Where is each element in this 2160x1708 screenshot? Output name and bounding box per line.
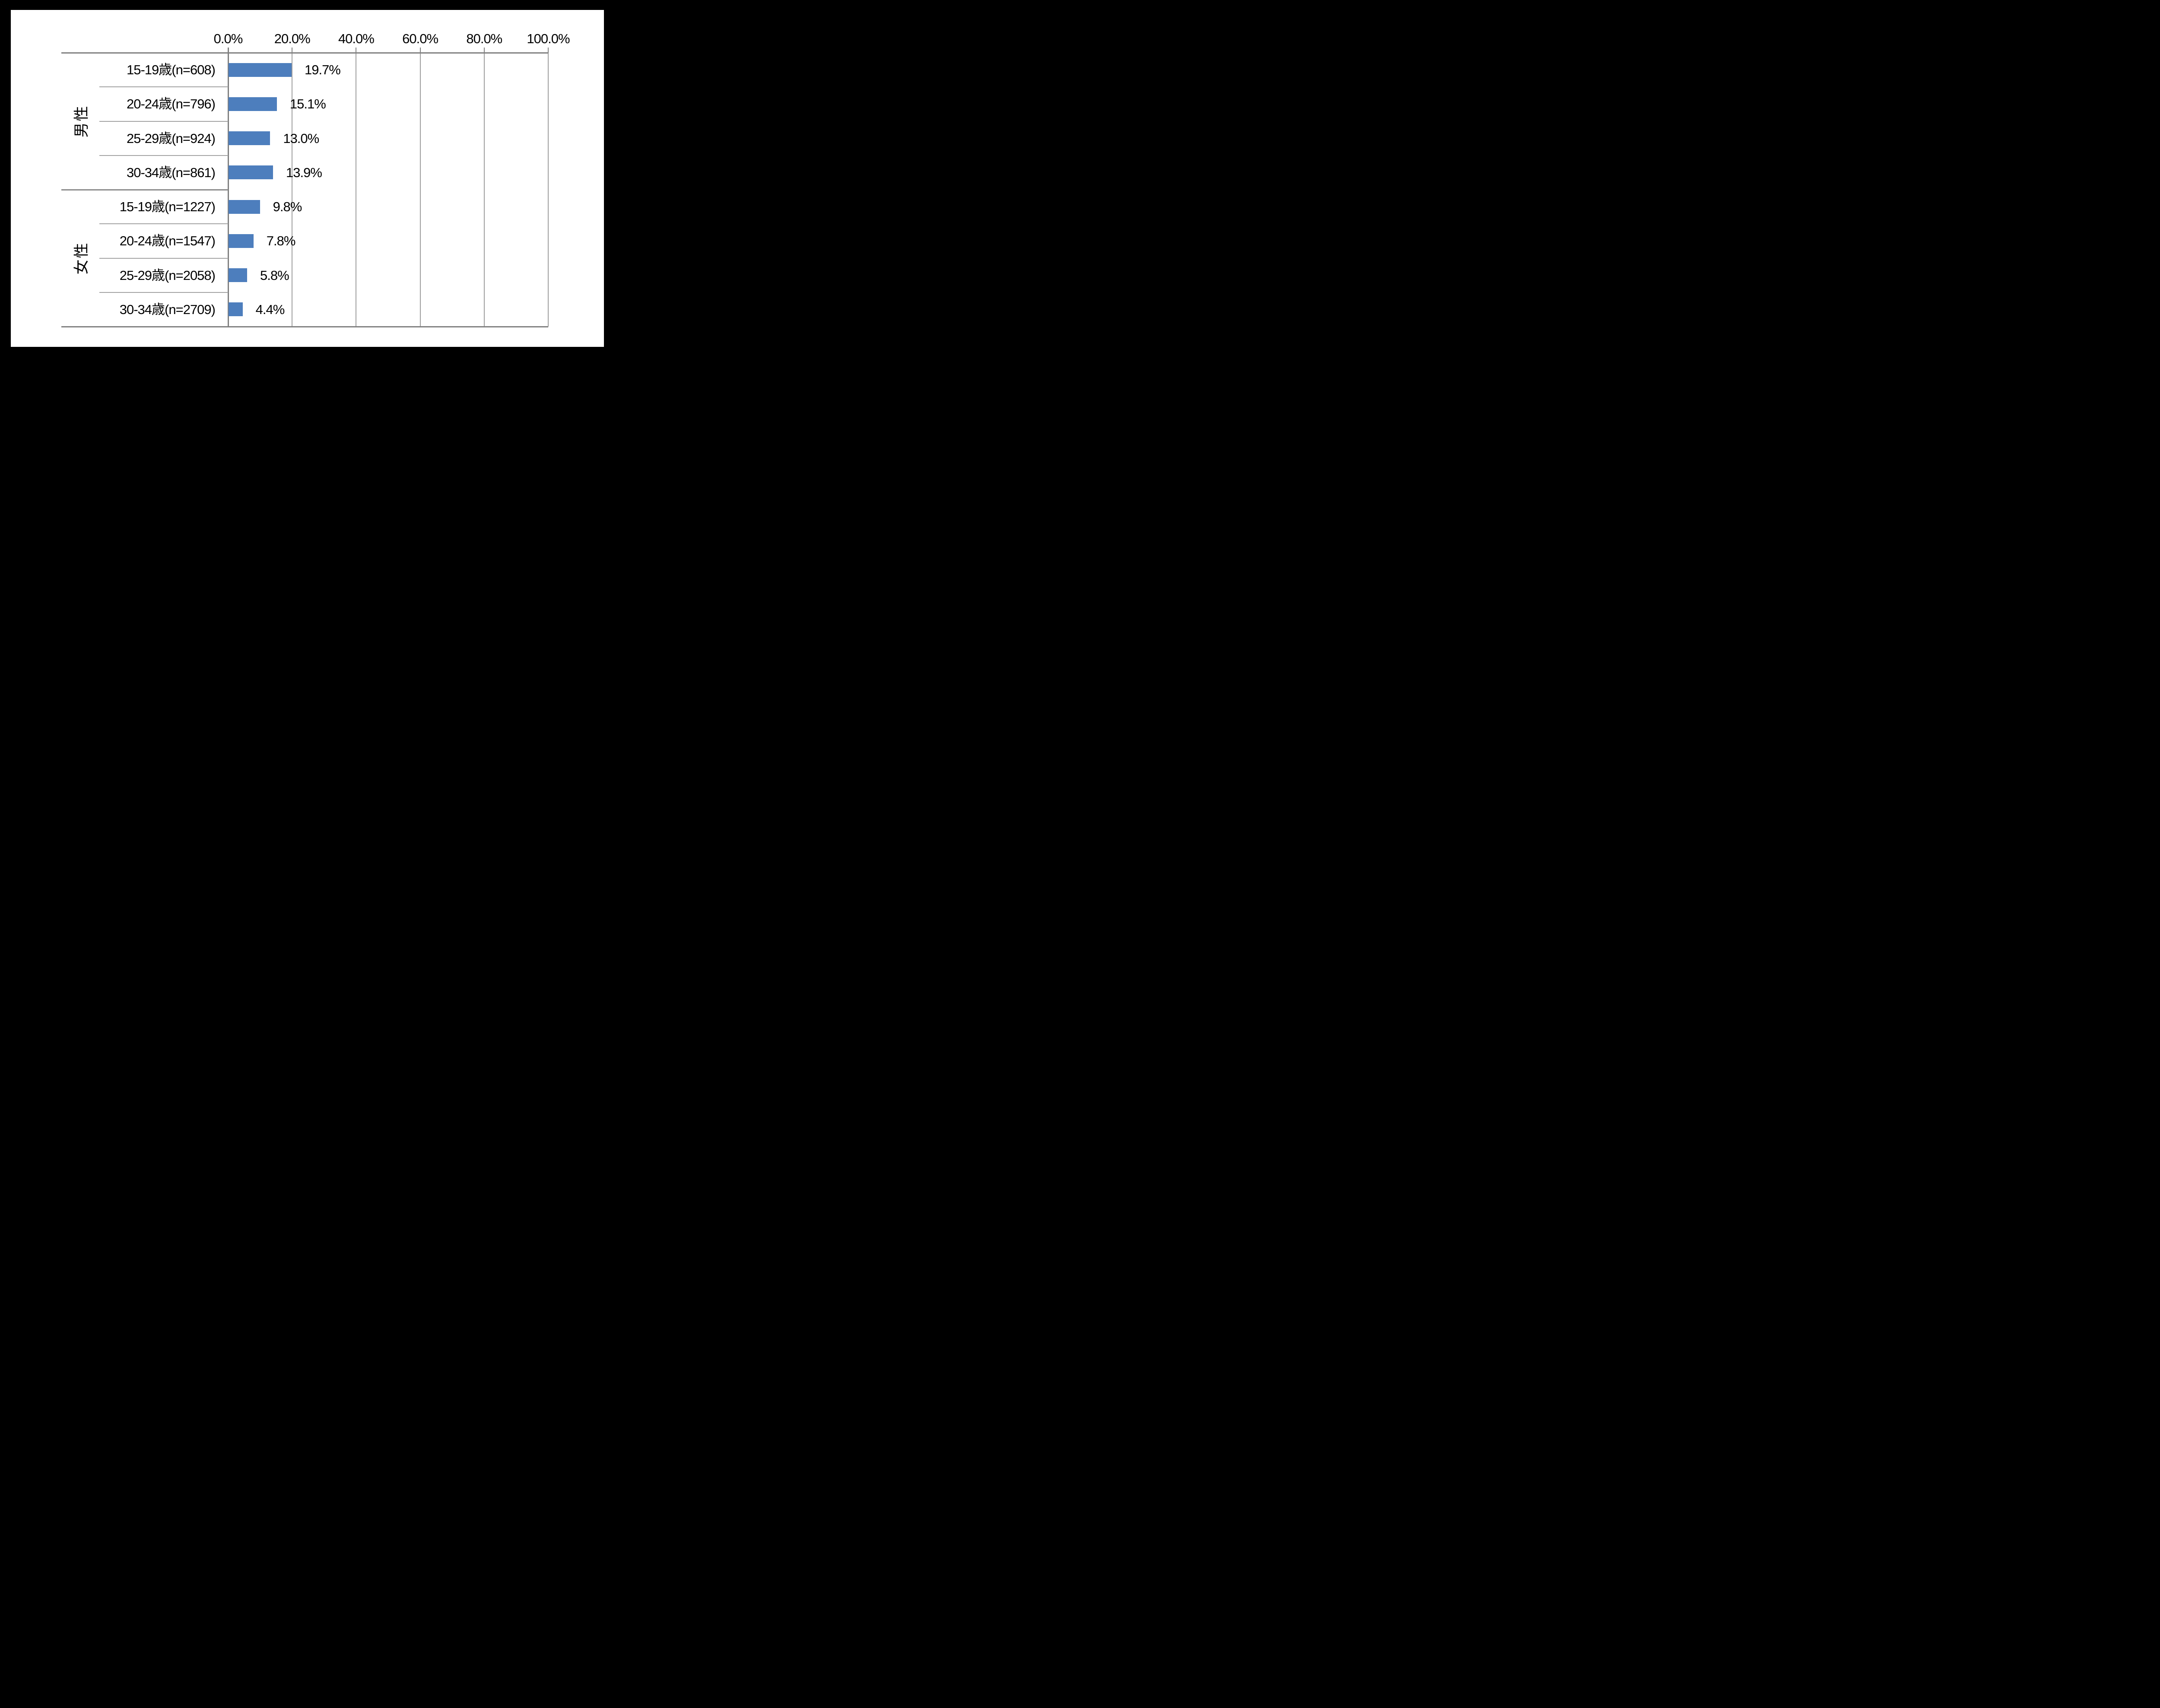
bar	[229, 268, 247, 283]
category-label: 30-34歳(n=861)	[127, 165, 216, 180]
bar-value-label: 15.1%	[289, 96, 326, 112]
group-separator	[61, 189, 228, 190]
bar	[229, 63, 292, 77]
bar	[229, 302, 243, 317]
bar-value-label: 13.0%	[283, 130, 319, 146]
group-label: 男性	[73, 105, 90, 138]
x-axis-tick-label: 20.0%	[274, 31, 311, 46]
group-label-cell: 女性	[61, 190, 99, 327]
bar-value-label: 5.8%	[260, 267, 289, 283]
axis-tick	[419, 48, 421, 53]
category-axis-line	[227, 48, 229, 327]
bar-value-label: 13.9%	[286, 165, 322, 180]
category-label: 30-34歳(n=2709)	[119, 302, 216, 317]
bar	[229, 200, 260, 214]
page-background: 0.0% 20.0% 40.0% 60.0% 80.0% 100.0% 15-19歳(n=6…	[0, 0, 619, 427]
group-label-cell: 男性	[61, 53, 99, 190]
chart-area: 0.0% 20.0% 40.0% 60.0% 80.0% 100.0% 15-19歳(n=6…	[11, 10, 604, 347]
category-label: 25-29歳(n=924)	[127, 130, 216, 146]
bar-value-label: 19.7%	[304, 62, 341, 77]
category-label: 20-24歳(n=1547)	[119, 233, 216, 249]
group-label: 女性	[73, 241, 90, 275]
x-axis-tick-label: 40.0%	[338, 31, 375, 46]
bar	[229, 131, 270, 146]
gridline	[483, 53, 485, 327]
gridline	[548, 53, 549, 327]
x-axis-tick-label: 80.0%	[466, 31, 502, 46]
x-axis-tick-label: 60.0%	[402, 31, 438, 46]
bar-value-label: 9.8%	[273, 199, 302, 214]
bottom-axis-line	[61, 326, 548, 327]
bar	[229, 165, 273, 180]
bar	[229, 234, 254, 248]
axis-tick	[483, 48, 485, 53]
category-label: 15-19歳(n=1227)	[119, 199, 216, 214]
top-axis-line	[61, 52, 548, 54]
category-label: 15-19歳(n=608)	[127, 62, 216, 77]
row-separator	[99, 86, 228, 88]
bar-value-label: 7.8%	[266, 233, 296, 249]
row-separator	[99, 292, 228, 293]
bar	[229, 97, 277, 111]
category-label: 25-29歳(n=2058)	[119, 267, 216, 283]
gridline	[419, 53, 421, 327]
x-axis-tick-label: 0.0%	[213, 31, 243, 46]
axis-tick	[548, 48, 549, 53]
row-separator	[99, 121, 228, 122]
row-separator	[99, 155, 228, 156]
category-label: 20-24歳(n=796)	[127, 96, 216, 112]
row-separator	[99, 223, 228, 225]
row-separator	[99, 257, 228, 259]
x-axis-tick-label: 100.0%	[527, 31, 570, 46]
bar-value-label: 4.4%	[255, 302, 285, 317]
